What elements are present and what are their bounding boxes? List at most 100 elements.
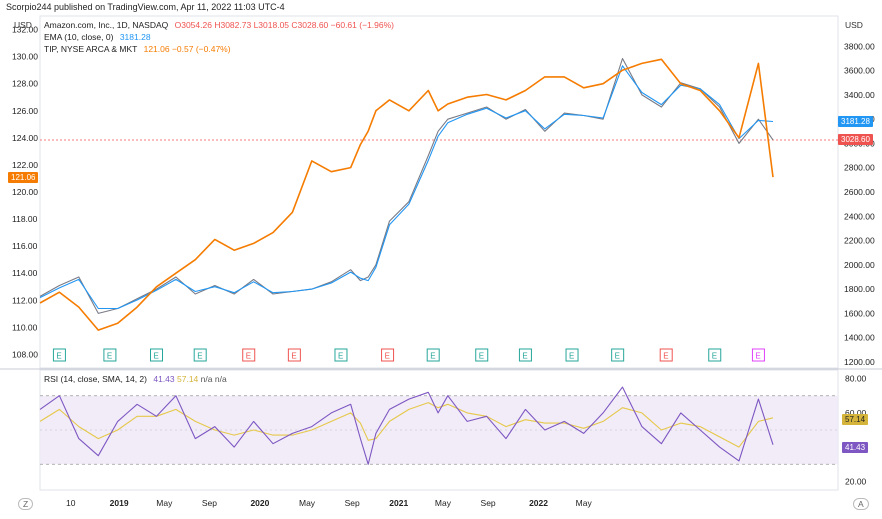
earnings-marker[interactable]	[565, 348, 579, 362]
rsi-axis-tick-label: 80.00	[845, 374, 867, 384]
main-pane-frame	[39, 15, 839, 369]
earnings-marker-label: E	[569, 352, 574, 361]
right-axis-tick-label: 2600.00	[844, 187, 875, 197]
legend-tip-name: TIP, NYSE ARCA & MKT	[44, 44, 138, 54]
right-axis-tick-label: 1400.00	[844, 333, 875, 343]
rsi-axis-tick-label: 20.00	[845, 476, 867, 486]
legend-rsi[interactable]: RSI (14, close, SMA, 14, 2) 41.43 57.14 …	[44, 374, 227, 384]
earnings-marker-label: E	[291, 352, 296, 361]
earnings-marker-label: E	[755, 352, 760, 361]
earnings-marker[interactable]	[334, 348, 348, 362]
x-axis-tick-label: May	[576, 498, 593, 508]
x-axis-tick-label: 2021	[389, 498, 408, 508]
earnings-marker[interactable]	[52, 348, 66, 362]
legend-amzn-close: C3028.60	[291, 20, 329, 30]
earnings-marker-label: E	[615, 352, 620, 361]
left-axis-tick-label: 108.00	[12, 349, 38, 359]
legend-tip[interactable]: TIP, NYSE ARCA & MKT 121.06 −0.57 (−0.47…	[44, 44, 231, 54]
tip-price-line	[39, 58, 774, 331]
x-axis-tick-label: May	[299, 498, 316, 508]
right-axis-tick-label: 2200.00	[844, 236, 875, 246]
earnings-marker[interactable]	[518, 348, 532, 362]
legend-amzn-open: O3054.26	[174, 20, 212, 30]
x-axis-tick-label: Sep	[202, 498, 217, 508]
right-axis-tick-label: 3600.00	[844, 66, 875, 76]
earnings-marker-label: E	[246, 352, 251, 361]
earnings-marker[interactable]	[193, 348, 207, 362]
earnings-marker[interactable]	[659, 348, 673, 362]
left-axis-tick-label: 130.00	[12, 52, 38, 62]
earnings-marker[interactable]	[103, 348, 117, 362]
right-axis-tick-label: 1200.00	[844, 357, 875, 367]
earnings-marker-label: E	[107, 352, 112, 361]
earnings-marker[interactable]	[426, 348, 440, 362]
ema-line	[39, 65, 774, 310]
earnings-marker[interactable]	[611, 348, 625, 362]
rsi-band	[40, 395, 838, 465]
right-currency: USD	[845, 20, 863, 30]
legend-rsi-na-1: n/a	[200, 374, 213, 384]
legend-amzn-change: −60.61 (−1.96%)	[330, 20, 394, 30]
rsi-line	[39, 386, 774, 465]
rsi-sma-tag: 57.14	[842, 414, 869, 425]
earnings-marker[interactable]	[242, 348, 256, 362]
earnings-marker-label: E	[197, 352, 202, 361]
x-axis-tick-label: 10	[66, 498, 76, 508]
amzn-price-line	[39, 57, 774, 314]
auto-scale-button[interactable]: A	[853, 498, 869, 510]
x-axis-tick-label: May	[156, 498, 173, 508]
right-axis-tick-label: 3400.00	[844, 90, 875, 100]
earnings-marker[interactable]	[381, 348, 395, 362]
legend-rsi-sma-value: 57.14	[177, 374, 199, 384]
left-axis-tick-label: 124.00	[12, 133, 38, 143]
legend-rsi-value: 41.43	[153, 374, 175, 384]
left-axis-tick-label: 118.00	[12, 214, 38, 224]
x-axis-tick-label: Sep	[345, 498, 360, 508]
earnings-marker[interactable]	[708, 348, 722, 362]
legend-tip-change: −0.57 (−0.47%)	[171, 44, 231, 54]
legend-tip-value: 121.06	[143, 44, 170, 54]
earnings-marker-label: E	[522, 352, 527, 361]
earnings-marker-label: E	[56, 352, 61, 361]
earnings-marker-label: E	[385, 352, 390, 361]
rsi-axis-tick-label: 60.00	[845, 408, 867, 418]
legend-amzn[interactable]: Amazon.com, Inc., 1D, NASDAQ O3054.26 H3…	[44, 20, 394, 30]
legend-ema-name: EMA (10, close, 0)	[44, 32, 114, 42]
legend-ema[interactable]: EMA (10, close, 0) 3181.28	[44, 32, 151, 42]
legend-rsi-name: RSI (14, close, SMA, 14, 2)	[44, 374, 147, 384]
legend-ema-value: 3181.28	[119, 32, 151, 42]
earnings-marker-label: E	[430, 352, 435, 361]
rsi-value-tag: 41.43	[842, 442, 869, 453]
x-axis-tick-label: 2019	[110, 498, 129, 508]
left-axis-tick-label: 112.00	[12, 295, 38, 305]
right-axis-tick-label: 2800.00	[844, 163, 875, 173]
earnings-marker[interactable]	[287, 348, 301, 362]
legend-amzn-low: L3018.05	[253, 20, 290, 30]
left-currency: USD	[14, 20, 32, 30]
earnings-marker-label: E	[712, 352, 717, 361]
right-axis-tick-label: 2400.00	[844, 211, 875, 221]
earnings-marker-label: E	[663, 352, 668, 361]
earnings-marker[interactable]	[475, 348, 489, 362]
earnings-marker-label: E	[479, 352, 484, 361]
earnings-marker-label: E	[338, 352, 343, 361]
legend-amzn-name: Amazon.com, Inc., 1D, NASDAQ	[44, 20, 169, 30]
left-axis-tick-label: 128.00	[12, 79, 38, 89]
ema-last-value-tag: 3181.28	[838, 116, 873, 127]
earnings-marker[interactable]	[751, 348, 765, 362]
x-axis-tick-label: Sep	[481, 498, 496, 508]
left-axis-tick-label: 116.00	[12, 241, 38, 251]
left-axis-tick-label: 122.00	[12, 160, 38, 170]
right-axis-tick-label: 2000.00	[844, 260, 875, 270]
timezone-toggle-button[interactable]: Z	[18, 498, 34, 510]
earnings-marker[interactable]	[150, 348, 164, 362]
x-axis-tick-label: May	[435, 498, 452, 508]
legend-rsi-na-2: n/a	[214, 374, 227, 384]
right-axis-tick-label: 1800.00	[844, 284, 875, 294]
rsi-sma-line	[39, 402, 774, 448]
tip-last-price-tag: 121.06	[8, 172, 39, 183]
right-axis-tick-label: 1600.00	[844, 308, 875, 318]
left-axis-tick-label: 120.00	[12, 187, 38, 197]
amzn-last-price-tag: 3028.60	[838, 134, 873, 145]
left-axis-tick-label: 132.00	[12, 25, 38, 35]
